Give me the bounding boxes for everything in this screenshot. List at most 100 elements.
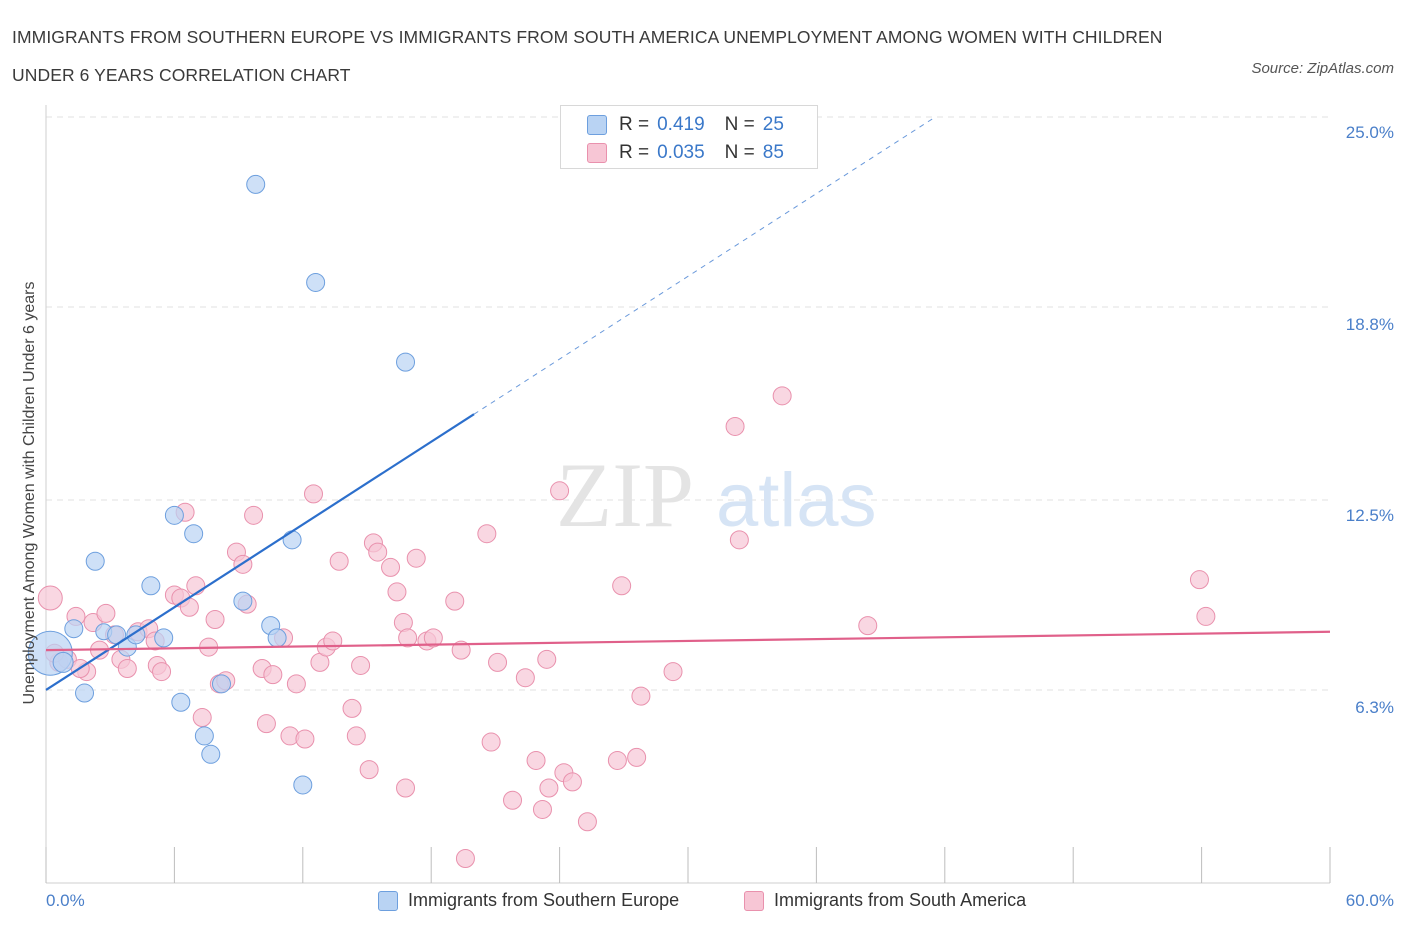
source-label: Source: ZipAtlas.com [1251,60,1394,77]
watermark-zip: ZIP [556,444,694,546]
watermark: ZIP atlas [556,444,877,546]
point-south-america [577,812,597,832]
point-south-america [205,609,225,629]
x-tick-label-max: 60.0% [1345,891,1394,910]
point-south-america [631,686,651,706]
chart-title: IMMIGRANTS FROM SOUTHERN EUROPE VS IMMIG… [12,27,1163,85]
legend-label: Immigrants from Southern Europe [408,890,680,910]
legend-n-label: N = [724,114,755,135]
legend-swatch-blue [378,890,398,911]
legend-r-label: R = [619,114,650,135]
legend-swatch-pink [587,143,607,163]
point-south-america [359,760,379,780]
y-tick-label: 25.0% [1345,123,1394,142]
legend-row-south-america: R = 0.035 N = 85 [587,139,784,167]
point-south-america [192,708,212,728]
point-southern-europe [396,352,416,372]
point-south-america [729,530,749,550]
legend-swatch-pink [744,890,764,911]
point-south-america [481,732,501,752]
point-south-america [663,662,683,682]
point-south-america [186,576,206,596]
point-south-america [263,665,283,685]
point-southern-europe [75,683,95,703]
point-south-america [406,548,426,568]
point-southern-europe [293,775,313,795]
point-south-america [526,750,546,770]
point-south-america [286,674,306,694]
y-axis-label: Unemployment Among Women with Children U… [21,281,38,705]
series-southern-europe-points [27,174,416,795]
point-south-america [515,668,535,688]
point-south-america [346,726,366,746]
point-southern-europe [184,524,204,544]
point-southern-europe [267,628,287,648]
legend-label: Immigrants from South America [774,890,1027,910]
y-tick-label: 12.5% [1345,506,1394,525]
point-south-america [772,386,792,406]
trend-line-southern-europe-extension [473,117,935,415]
legend-n-value: 25 [762,114,784,135]
point-south-america [117,659,137,679]
axes [45,105,1331,884]
legend-row-southern-europe: R = 0.419 N = 25 [587,111,784,139]
point-southern-europe [194,726,214,746]
point-south-america [532,799,552,819]
point-southern-europe [171,692,191,712]
point-south-america [381,557,401,577]
point-south-america [562,772,582,792]
correlation-legend: R = 0.419 N = 25 R = 0.035 N = 85 [560,105,818,169]
point-southern-europe [64,619,84,639]
legend-item-south-america[interactable]: Immigrants from South America [744,890,1026,911]
y-tick-label: 18.8% [1345,315,1394,334]
legend-r-value: 0.419 [657,114,705,135]
legend-n-value: 85 [762,142,784,163]
point-south-america [295,729,315,749]
point-southern-europe [246,174,266,194]
point-southern-europe [85,551,105,571]
point-south-america [488,652,508,672]
point-south-america [550,481,570,501]
point-south-america [455,848,475,868]
point-south-america [152,662,172,682]
legend-item-southern-europe[interactable]: Immigrants from Southern Europe [378,890,679,911]
point-southern-europe [164,505,184,525]
point-southern-europe [211,674,231,694]
point-south-america [304,484,323,504]
point-southern-europe [154,628,174,648]
point-south-america [445,591,465,611]
point-south-america [329,551,349,571]
x-tick-label-min: 0.0% [46,891,85,910]
point-south-america [627,747,647,767]
point-south-america [503,790,523,810]
point-south-america [342,698,362,718]
point-south-america [387,582,407,602]
y-tick-label: 6.3% [1355,698,1394,717]
point-south-america [1196,606,1216,626]
point-south-america [368,542,388,562]
point-south-america [1189,570,1209,590]
legend-r-value: 0.035 [657,142,705,163]
point-southern-europe [141,576,161,596]
watermark-atlas: atlas [716,458,877,543]
point-southern-europe [201,744,221,764]
legend-n-label: N = [724,142,755,163]
point-south-america [244,505,264,525]
point-south-america [539,778,559,798]
point-south-america [256,714,276,734]
point-south-america [423,628,443,648]
trend-line-southern-europe [45,413,475,691]
legend-r-label: R = [619,142,650,163]
point-south-america [725,416,745,436]
point-south-america [451,640,471,660]
point-south-america [398,628,418,648]
point-south-america [612,576,632,596]
point-southern-europe [306,272,326,292]
point-south-america [323,631,343,651]
trend-line-south-america [45,630,1331,652]
point-south-america [607,750,627,770]
point-south-america [396,778,416,798]
point-southern-europe [233,591,253,611]
legend-swatch-blue [587,115,607,135]
